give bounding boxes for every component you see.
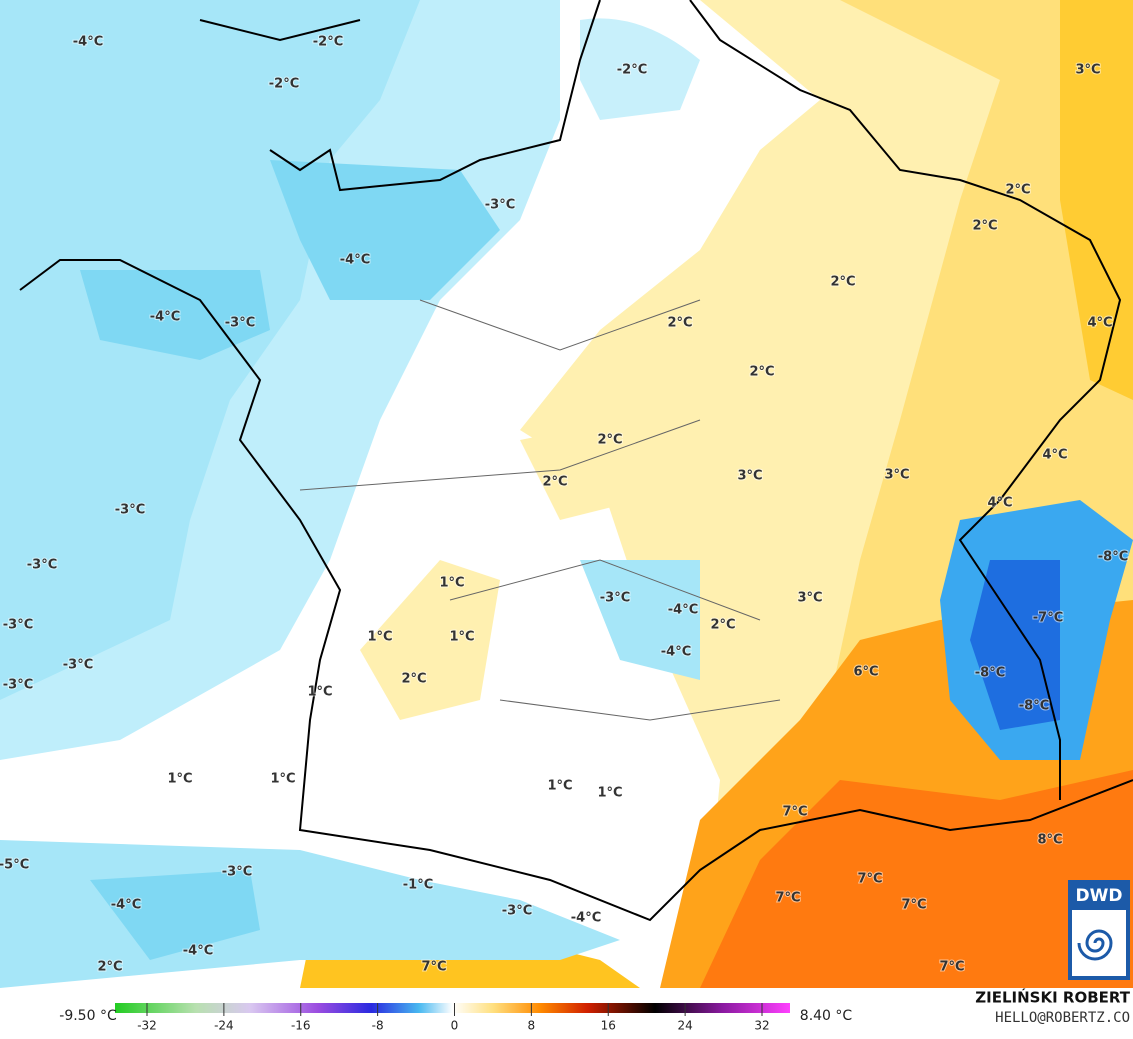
temperature-label: 2°C bbox=[97, 960, 122, 975]
dwd-logo: DWD bbox=[1068, 880, 1130, 980]
temperature-label: -3°C bbox=[600, 591, 630, 606]
temperature-label: -4°C bbox=[340, 253, 370, 268]
temperature-label: 1°C bbox=[270, 772, 295, 787]
temperature-label: 1°C bbox=[547, 779, 572, 794]
colorbar-tick-label: 24 bbox=[677, 1019, 692, 1033]
temperature-label: -3°C bbox=[225, 316, 255, 331]
temperature-label: 4°C bbox=[1042, 448, 1067, 463]
temperature-label: -4°C bbox=[571, 911, 601, 926]
temperature-label: -4°C bbox=[661, 645, 691, 660]
temperature-label: 2°C bbox=[972, 219, 997, 234]
temperature-label: 1°C bbox=[367, 630, 392, 645]
colorbar-tick-label: 16 bbox=[601, 1019, 616, 1033]
temperature-label: 7°C bbox=[421, 960, 446, 975]
temperature-label: -3°C bbox=[27, 558, 57, 573]
temperature-label: -2°C bbox=[617, 63, 647, 78]
colorbar bbox=[115, 1003, 790, 1013]
temperature-label: -2°C bbox=[269, 77, 299, 92]
temperature-label: 7°C bbox=[782, 805, 807, 820]
credit-contact: HELLO@ROBERTZ.CO bbox=[995, 1010, 1130, 1026]
temperature-label: 1°C bbox=[167, 772, 192, 787]
temperature-label: 3°C bbox=[797, 591, 822, 606]
temperature-label: -3°C bbox=[3, 678, 33, 693]
temperature-label: 3°C bbox=[1075, 63, 1100, 78]
colorbar-tick-label: 8 bbox=[528, 1019, 536, 1033]
temperature-label: 2°C bbox=[401, 672, 426, 687]
credit-author: ZIELIŃSKI ROBERT bbox=[975, 988, 1130, 1007]
temperature-label: 1°C bbox=[307, 685, 332, 700]
temperature-label: 1°C bbox=[439, 576, 464, 591]
colorbar-max: 8.40 °C bbox=[800, 1008, 853, 1024]
temperature-label: -3°C bbox=[502, 904, 532, 919]
colorbar-tick-label: -32 bbox=[137, 1019, 157, 1033]
temperature-label: -7°C bbox=[1033, 611, 1063, 626]
temperature-label: -4°C bbox=[183, 944, 213, 959]
temperature-label: 7°C bbox=[857, 872, 882, 887]
temperature-label: 7°C bbox=[901, 898, 926, 913]
temperature-label: 2°C bbox=[597, 433, 622, 448]
temperature-label: -3°C bbox=[222, 865, 252, 880]
temperature-label: 8°C bbox=[1037, 833, 1062, 848]
temperature-label: 2°C bbox=[749, 365, 774, 380]
temperature-label: -5°C bbox=[0, 858, 29, 873]
temperature-label: 1°C bbox=[597, 786, 622, 801]
temperature-label: -3°C bbox=[3, 618, 33, 633]
temperature-label: -4°C bbox=[111, 898, 141, 913]
temperature-label: -3°C bbox=[485, 198, 515, 213]
temperature-label: -8°C bbox=[1019, 699, 1049, 714]
logo-text: DWD bbox=[1076, 886, 1123, 906]
map-background bbox=[0, 0, 1133, 988]
temperature-label: 3°C bbox=[737, 469, 762, 484]
temperature-label: 1°C bbox=[449, 630, 474, 645]
temperature-label: -8°C bbox=[975, 666, 1005, 681]
colorbar-min: -9.50 °C bbox=[59, 1008, 117, 1024]
temperature-label: 2°C bbox=[1005, 183, 1030, 198]
temperature-label: -8°C bbox=[1098, 550, 1128, 565]
temperature-label: -1°C bbox=[403, 878, 433, 893]
temperature-label: 4°C bbox=[1087, 316, 1112, 331]
temperature-label: 4°C bbox=[987, 496, 1012, 511]
colorbar-tick-label: -16 bbox=[291, 1019, 311, 1033]
temperature-label: 2°C bbox=[542, 475, 567, 490]
temperature-label: 3°C bbox=[884, 468, 909, 483]
colorbar-tick-label: -24 bbox=[214, 1019, 234, 1033]
temperature-label: -4°C bbox=[150, 310, 180, 325]
temperature-label: 7°C bbox=[775, 891, 800, 906]
temperature-label: -3°C bbox=[115, 503, 145, 518]
temperature-label: -4°C bbox=[73, 35, 103, 50]
colorbar-tick-label: 0 bbox=[451, 1019, 459, 1033]
temperature-label: 2°C bbox=[667, 316, 692, 331]
colorbar-tick-label: 32 bbox=[754, 1019, 769, 1033]
temperature-label: -4°C bbox=[668, 603, 698, 618]
temperature-label: 2°C bbox=[710, 618, 735, 633]
temperature-label: -2°C bbox=[313, 35, 343, 50]
temperature-label: 7°C bbox=[939, 960, 964, 975]
temperature-label: -3°C bbox=[63, 658, 93, 673]
temperature-label: 6°C bbox=[853, 665, 878, 680]
temperature-label: 2°C bbox=[830, 275, 855, 290]
colorbar-tick-label: -8 bbox=[372, 1019, 384, 1033]
